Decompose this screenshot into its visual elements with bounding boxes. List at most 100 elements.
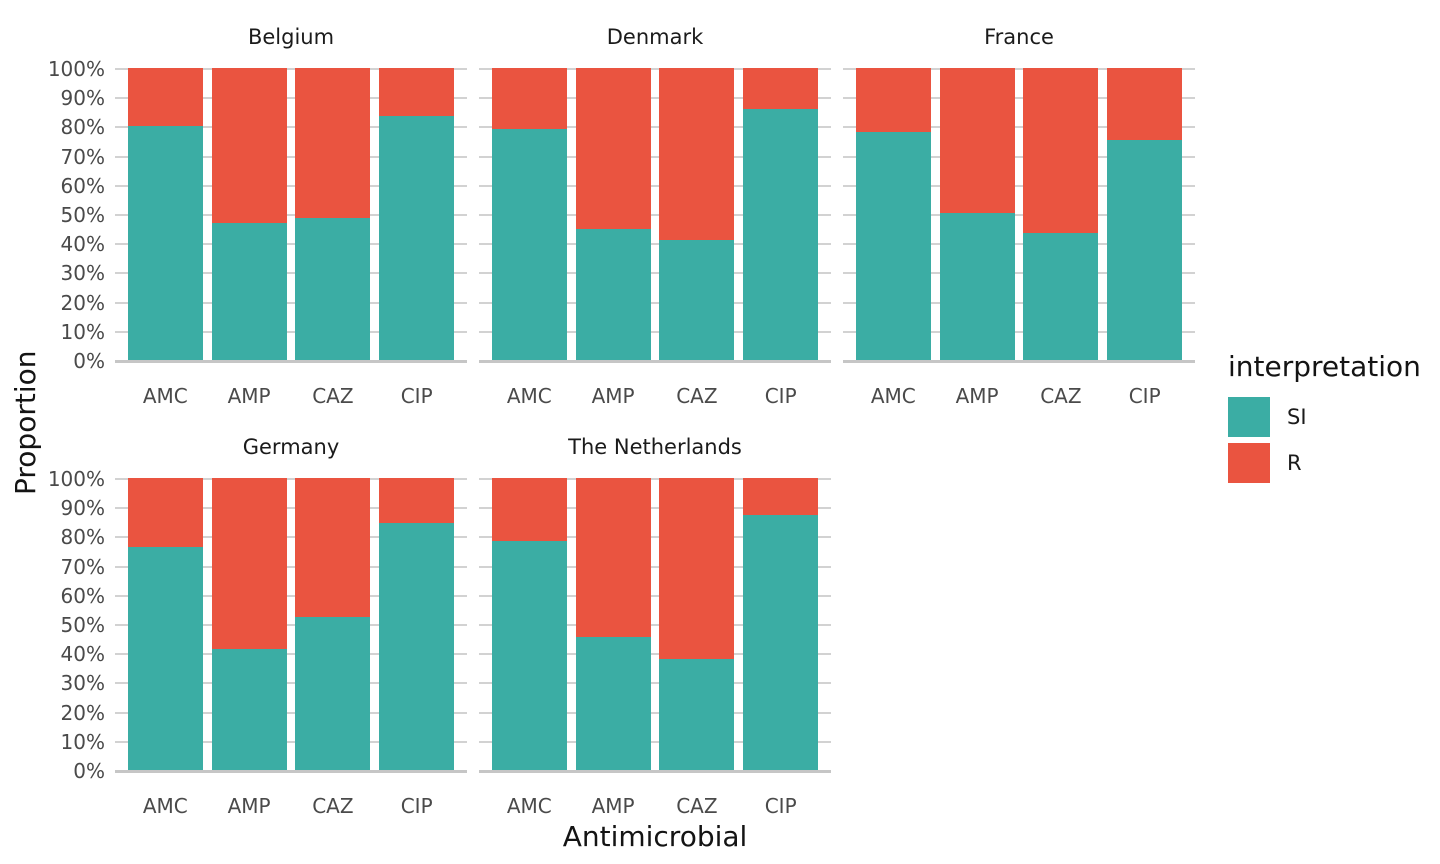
legend-items: SI R (1228, 397, 1438, 483)
y-tick-label-60pct: 60% (60, 584, 105, 608)
bar-cip (379, 68, 455, 360)
y-tick-label-0pct: 0% (73, 759, 105, 783)
bar-segment-si (743, 514, 819, 770)
facet-title-france: France (984, 25, 1054, 49)
y-tick-label-70pct: 70% (60, 555, 105, 579)
facet-panel-belgium (115, 68, 467, 363)
legend: interpretation SI R (1228, 350, 1438, 489)
x-tick-label-cip: CIP (764, 794, 797, 818)
gridline-90pct (843, 97, 1195, 99)
y-tick-label-30pct: 30% (60, 261, 105, 285)
bar-segment-si (659, 240, 735, 360)
gridline-40pct (479, 653, 831, 655)
bar-segment-si (295, 218, 371, 360)
bar-segment-si (855, 132, 931, 360)
gridline-80pct (479, 536, 831, 538)
bar-amp (575, 68, 651, 360)
bar-amc (127, 478, 203, 770)
x-tick-label-amc: AMC (142, 384, 188, 408)
x-tick-label-amc: AMC (142, 794, 188, 818)
x-tick-label-amc: AMC (506, 794, 552, 818)
gridline-10pct (479, 741, 831, 743)
legend-item-r: R (1228, 443, 1438, 483)
gridline-60pct (479, 595, 831, 597)
gridline-0pct (115, 360, 467, 363)
x-tick-label-cip: CIP (1128, 384, 1161, 408)
x-axis-title: Antimicrobial (562, 820, 748, 853)
bar-amp (211, 68, 287, 360)
gridline-50pct (843, 214, 1195, 216)
bar-amc (491, 478, 567, 770)
y-tick-label-60pct: 60% (60, 174, 105, 198)
legend-swatch-si (1228, 397, 1270, 437)
bar-segment-si (379, 523, 455, 770)
gridline-10pct (115, 331, 467, 333)
gridline-40pct (479, 243, 831, 245)
bar-segment-si (575, 228, 651, 360)
x-tick-label-amp: AMP (227, 794, 271, 818)
bar-segment-si (491, 129, 567, 360)
gridline-70pct (479, 156, 831, 158)
gridline-70pct (479, 566, 831, 568)
bar-segment-si (127, 546, 203, 770)
gridline-100pct (479, 478, 831, 480)
y-tick-label-30pct: 30% (60, 671, 105, 695)
legend-title: interpretation (1228, 350, 1421, 383)
y-tick-label-40pct: 40% (60, 642, 105, 666)
facet-title-belgium: Belgium (247, 25, 335, 49)
x-tick-label-amp: AMP (591, 384, 635, 408)
y-tick-label-100pct: 100% (47, 57, 105, 81)
bar-segment-si (211, 648, 287, 770)
gridline-50pct (479, 214, 831, 216)
gridline-40pct (843, 243, 1195, 245)
gridline-10pct (843, 331, 1195, 333)
x-tick-label-amp: AMP (955, 384, 999, 408)
bar-cip (743, 478, 819, 770)
gridline-0pct (479, 770, 831, 773)
bar-segment-si (1107, 139, 1183, 360)
gridline-80pct (115, 536, 467, 538)
legend-item-si: SI (1228, 397, 1438, 437)
bar-segment-si (379, 116, 455, 360)
gridline-80pct (479, 126, 831, 128)
gridline-10pct (115, 741, 467, 743)
bar-amp (211, 478, 287, 770)
gridline-20pct (479, 712, 831, 714)
gridline-30pct (115, 682, 467, 684)
gridline-50pct (115, 214, 467, 216)
bar-cip (1107, 68, 1183, 360)
x-tick-label-caz: CAZ (312, 384, 354, 408)
gridline-0pct (843, 360, 1195, 363)
gridline-100pct (843, 68, 1195, 70)
gridline-70pct (115, 156, 467, 158)
bar-segment-si (491, 540, 567, 770)
bar-cip (379, 478, 455, 770)
bar-caz (295, 478, 371, 770)
facet-title-germany: Germany (242, 435, 340, 459)
bar-segment-si (743, 108, 819, 360)
gridline-70pct (115, 566, 467, 568)
y-tick-label-10pct: 10% (60, 730, 105, 754)
facet-title-the-netherlands: The Netherlands (568, 435, 742, 459)
gridline-20pct (479, 302, 831, 304)
x-tick-label-amc: AMC (870, 384, 916, 408)
x-tick-label-amc: AMC (506, 384, 552, 408)
y-tick-label-50pct: 50% (60, 203, 105, 227)
bar-caz (295, 68, 371, 360)
bar-amc (491, 68, 567, 360)
x-tick-label-cip: CIP (764, 384, 797, 408)
bar-caz (1023, 68, 1099, 360)
bar-segment-si (575, 637, 651, 770)
gridline-30pct (479, 682, 831, 684)
gridline-20pct (843, 302, 1195, 304)
gridline-70pct (843, 156, 1195, 158)
x-tick-label-cip: CIP (400, 794, 433, 818)
gridline-50pct (115, 624, 467, 626)
y-tick-label-0pct: 0% (73, 349, 105, 373)
bar-amc (127, 68, 203, 360)
x-tick-label-caz: CAZ (312, 794, 354, 818)
y-tick-label-10pct: 10% (60, 320, 105, 344)
gridline-20pct (115, 302, 467, 304)
x-tick-label-caz: CAZ (676, 384, 718, 408)
